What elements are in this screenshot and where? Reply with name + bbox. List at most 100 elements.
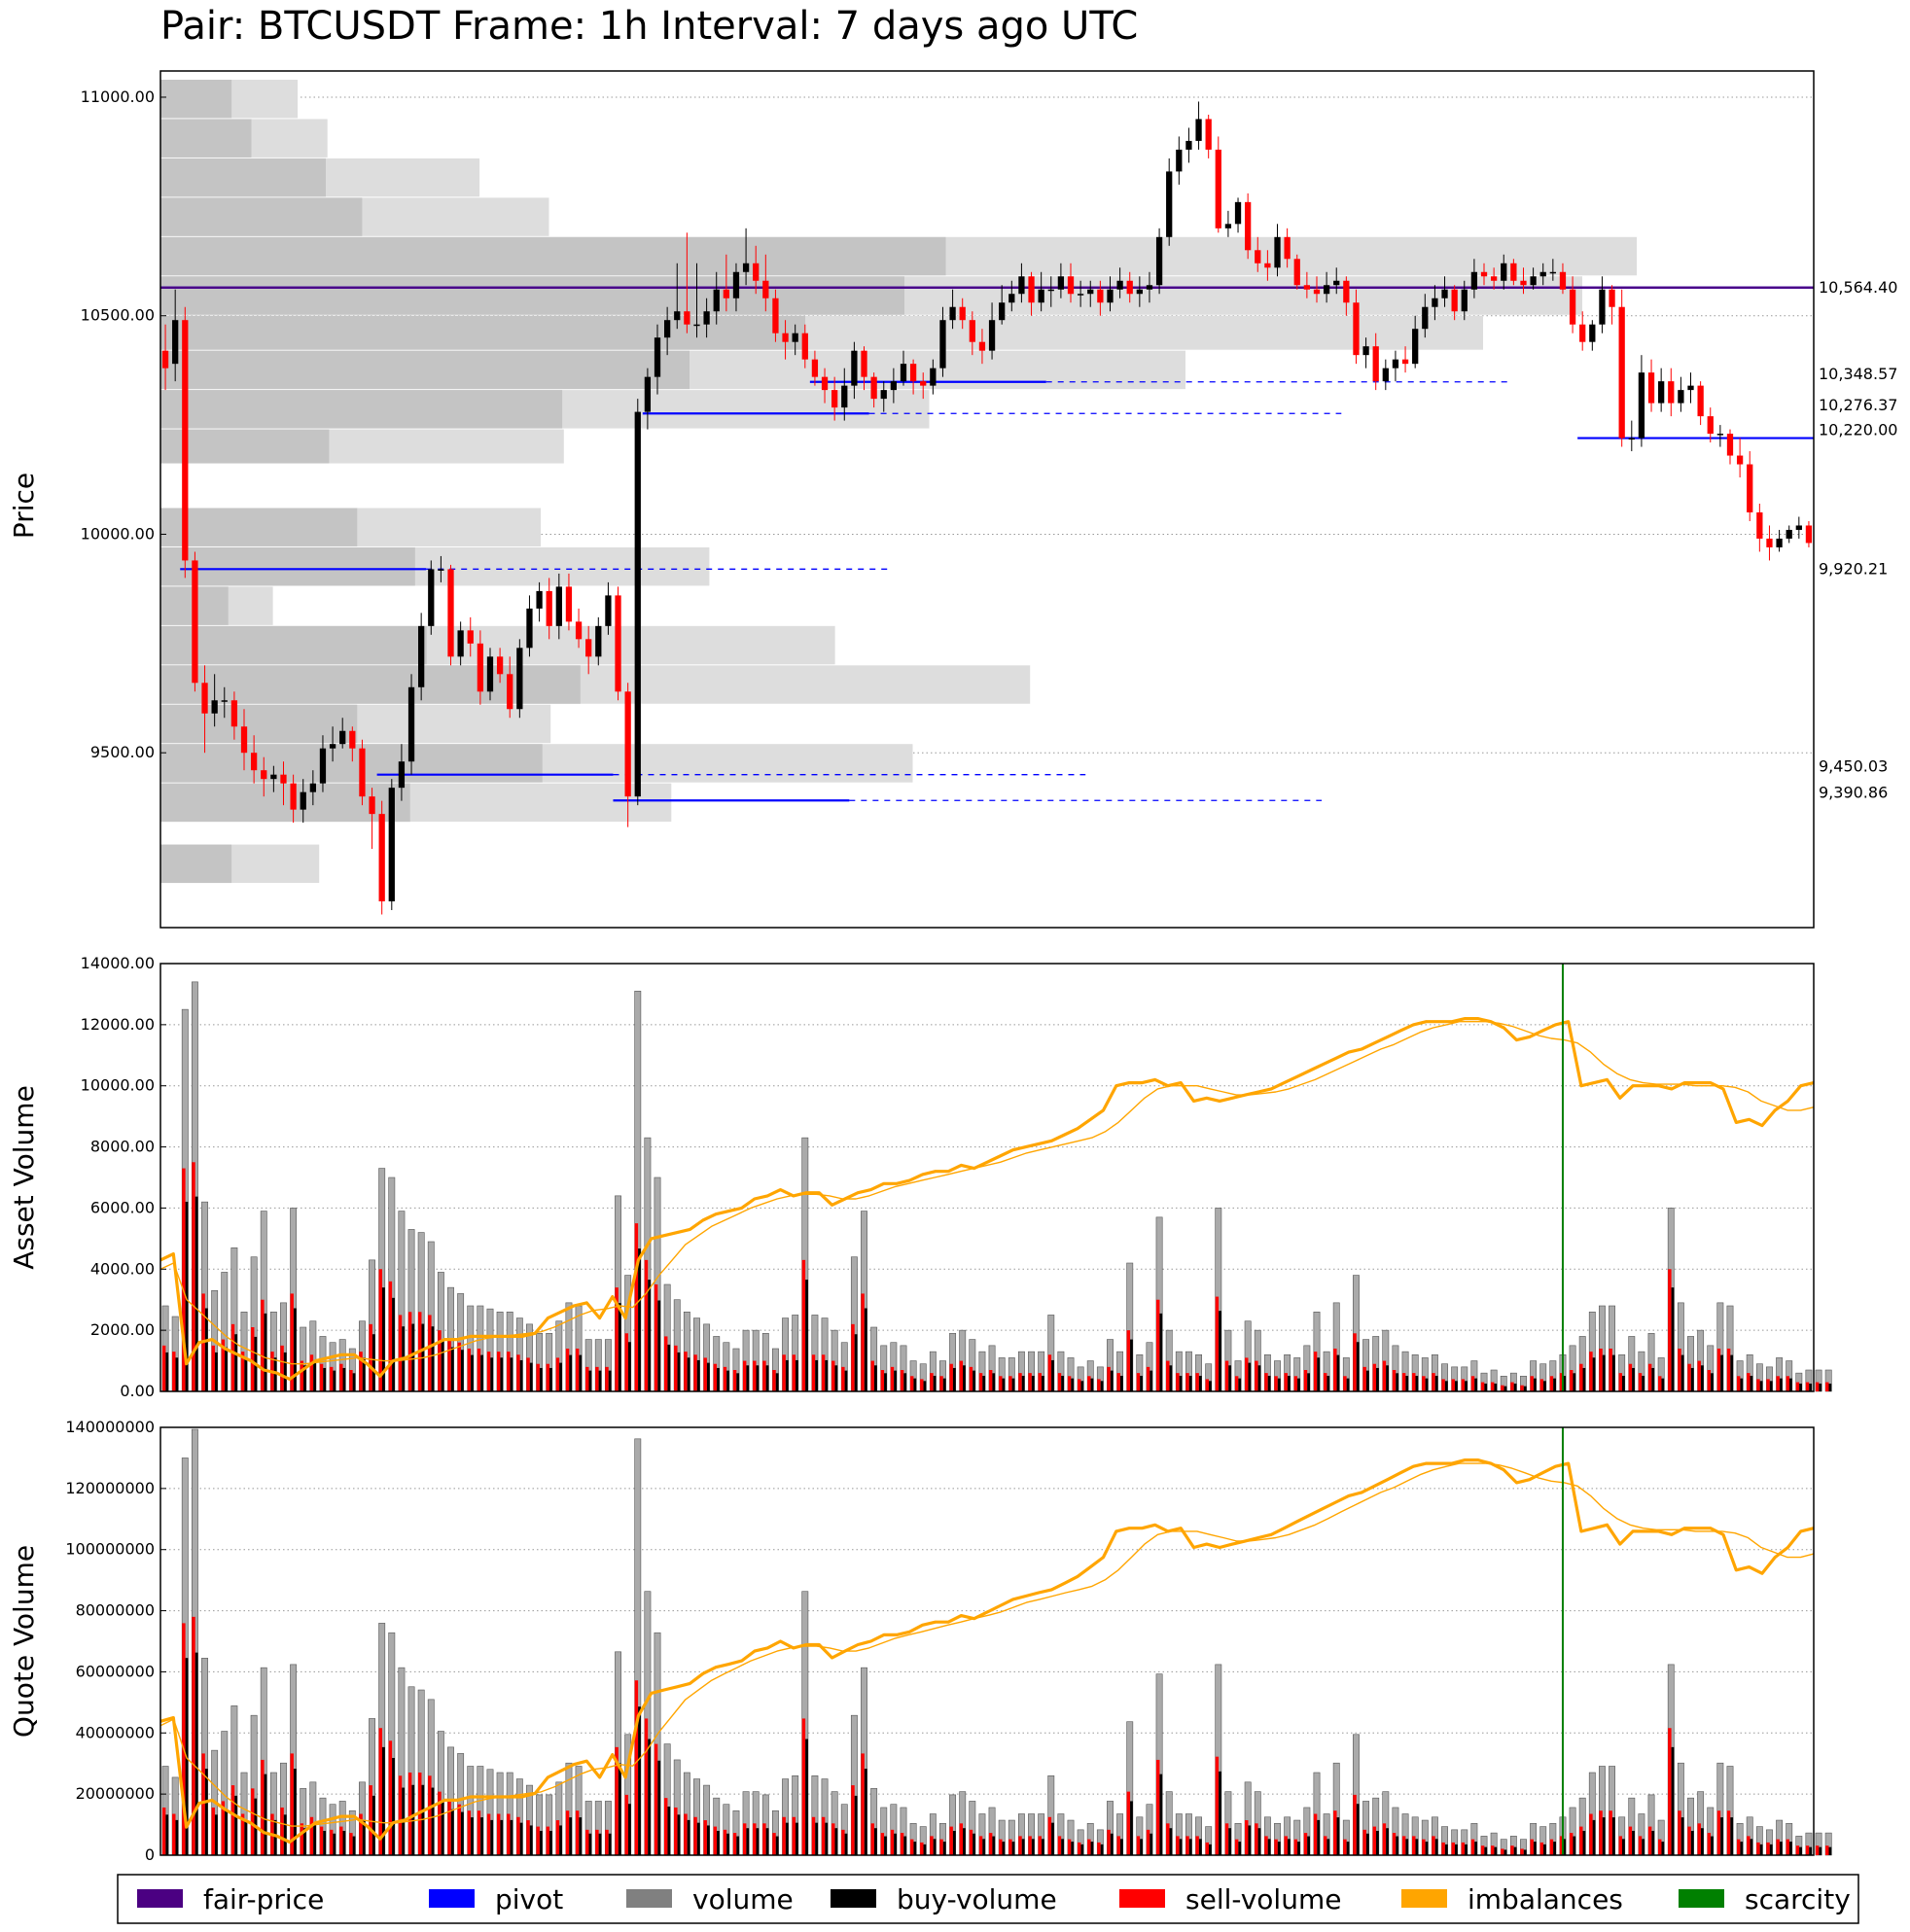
candle-body: [1067, 276, 1075, 295]
buy-volume-bar: [756, 1365, 760, 1391]
sell-volume-bar: [309, 1816, 314, 1855]
sell-volume-bar: [1766, 1842, 1770, 1855]
sell-volume-bar: [703, 1357, 707, 1391]
volume-profile-bar-share: [160, 79, 232, 119]
asset-tick-label: 6000.00: [90, 1198, 155, 1216]
sell-volume-bar: [1628, 1363, 1633, 1391]
buy-volume-bar: [1002, 1842, 1006, 1855]
sell-volume-bar: [1647, 1826, 1652, 1855]
buy-volume-bar: [1680, 1817, 1684, 1855]
buy-volume-bar: [293, 1308, 297, 1391]
buy-volume-bar: [1317, 1819, 1321, 1855]
candle-body: [1530, 276, 1537, 286]
sell-volume-bar: [250, 1788, 255, 1855]
buy-volume-bar: [1150, 1833, 1153, 1855]
candle-body: [1057, 276, 1065, 290]
candle-body: [1087, 289, 1094, 295]
candle-body: [507, 674, 513, 710]
candle-body: [841, 385, 848, 408]
sell-volume-bar: [438, 1330, 442, 1391]
sell-volume-bar: [988, 1833, 993, 1855]
candle-body: [762, 280, 769, 299]
buy-volume-bar: [411, 1784, 415, 1855]
buy-volume-bar: [687, 1819, 690, 1855]
asset-plot-frame: [159, 963, 1815, 1392]
buy-volume-bar: [529, 1362, 533, 1391]
buy-volume-bar: [618, 1763, 621, 1855]
sell-volume-bar: [959, 1360, 964, 1391]
price-y-axis-label: Price: [8, 473, 40, 539]
sell-volume-bar: [900, 1833, 904, 1855]
sell-volume-bar: [1176, 1373, 1180, 1391]
buy-volume-bar: [1779, 1378, 1783, 1391]
buy-volume-bar: [963, 1365, 966, 1391]
buy-volume-bar: [519, 1822, 523, 1855]
volume-profile: [160, 79, 1638, 884]
price-tick-label: 11000.00: [81, 88, 155, 106]
buy-volume-bar: [1563, 1375, 1567, 1391]
candle-body: [418, 625, 425, 687]
buy-volume-bar: [1690, 1830, 1694, 1855]
buy-volume-bar: [1740, 1842, 1744, 1855]
buy-volume-bar: [1632, 1367, 1635, 1391]
buy-volume-bar: [195, 1196, 198, 1391]
buy-volume-bar: [510, 1819, 513, 1855]
legend-swatch-buy-volume: [831, 1889, 876, 1908]
sell-volume-bar: [1747, 1373, 1751, 1391]
sell-volume-bar: [1245, 1820, 1249, 1855]
buy-volume-bar: [864, 1769, 867, 1855]
sell-volume-bar: [1736, 1376, 1741, 1391]
sell-volume-bar: [1392, 1370, 1397, 1391]
sell-volume-bar: [939, 1839, 943, 1855]
candle-body: [407, 686, 415, 762]
buy-volume-bar: [1484, 1383, 1488, 1391]
buy-volume-bar: [756, 1828, 760, 1855]
sell-volume-bar: [536, 1826, 540, 1855]
buy-volume-bar: [1326, 1375, 1330, 1391]
buy-volume-bar: [923, 1381, 927, 1391]
asset-tick-label: 10000.00: [81, 1076, 155, 1095]
sell-volume-bar: [1412, 1836, 1416, 1855]
buy-volume-bar: [884, 1373, 887, 1391]
sell-volume-bar: [1520, 1385, 1524, 1391]
sell-volume-bar: [1530, 1376, 1534, 1391]
buy-volume-bar: [696, 1359, 700, 1391]
buy-volume-bar: [293, 1769, 297, 1855]
sell-volume-bar: [1618, 1373, 1622, 1391]
buy-volume-bar: [992, 1373, 996, 1391]
quote-tick-label: 80000000: [76, 1601, 155, 1620]
candle-body: [172, 320, 179, 365]
candle-body: [1638, 372, 1645, 439]
candle-body: [742, 263, 750, 272]
buy-volume-bar: [1356, 1342, 1360, 1391]
sell-volume-bar: [161, 1345, 166, 1391]
sell-volume-bar: [644, 1259, 649, 1391]
sell-volume-bar: [792, 1354, 796, 1391]
candle-body: [486, 656, 494, 692]
candle-body: [555, 586, 562, 626]
sell-volume-bar: [349, 1833, 353, 1855]
candle-body: [161, 350, 169, 369]
buy-volume-bar: [1002, 1378, 1006, 1391]
candle-body: [1480, 271, 1488, 277]
sell-volume-bar: [713, 1363, 718, 1391]
legend-box: [117, 1874, 1859, 1924]
sell-volume-bar: [201, 1753, 205, 1855]
buy-volume-bar: [1277, 1842, 1281, 1855]
sell-volume-bar: [1313, 1813, 1318, 1855]
sell-volume-bar: [1805, 1845, 1810, 1855]
buy-volume-bar: [963, 1828, 966, 1855]
sell-volume-bar: [1432, 1373, 1435, 1391]
candle-body: [999, 302, 1006, 321]
buy-volume-bar: [519, 1359, 523, 1391]
candle-body: [1293, 259, 1300, 286]
buy-volume-bar: [1071, 1378, 1075, 1391]
candle-body: [782, 333, 789, 342]
candle-body: [1333, 280, 1340, 286]
candle-body: [1107, 289, 1114, 303]
candle-body: [192, 560, 198, 684]
buy-volume-bar: [1297, 1378, 1300, 1391]
sell-volume-bar: [290, 1753, 294, 1855]
sell-volume-bar: [407, 1312, 412, 1391]
